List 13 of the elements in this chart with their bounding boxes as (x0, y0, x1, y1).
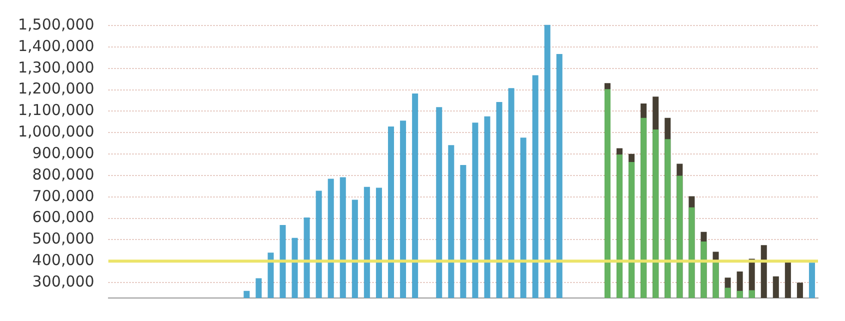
y-tick-label: 1,000,000 (18, 122, 94, 141)
y-tick-label: 1,200,000 (18, 80, 94, 98)
y-tick-label: 1,400,000 (18, 36, 94, 55)
y-tick-label: 700,000 (32, 186, 94, 205)
y-tick-label: 800,000 (32, 165, 94, 184)
y-tick-label: 1,100,000 (18, 101, 94, 120)
y-tick-label: 500,000 (32, 230, 94, 248)
y-tick-label: 300,000 (32, 272, 94, 290)
y-tick-label: 1,500,000 (18, 15, 94, 34)
y-tick-label: 600,000 (32, 208, 94, 226)
y-tick-label: 1,300,000 (18, 58, 94, 76)
y-tick-label: 900,000 (32, 144, 94, 162)
y-tick-label: 400,000 (32, 251, 94, 270)
